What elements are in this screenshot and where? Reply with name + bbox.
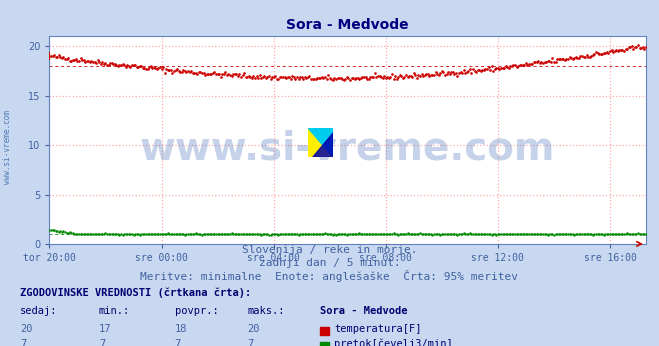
Text: www.si-vreme.com: www.si-vreme.com [3,110,13,184]
Text: ZGODOVINSKE VREDNOSTI (črtkana črta):: ZGODOVINSKE VREDNOSTI (črtkana črta): [20,287,251,298]
Text: pretok[čevelj3/min]: pretok[čevelj3/min] [334,338,453,346]
Text: povpr.:: povpr.: [175,306,218,316]
Text: Slovenija / reke in morje.: Slovenija / reke in morje. [242,245,417,255]
Text: www.si-vreme.com: www.si-vreme.com [140,129,556,167]
Text: 20: 20 [20,324,32,334]
Text: 7: 7 [175,339,181,346]
Text: maks.:: maks.: [247,306,285,316]
Text: min.:: min.: [99,306,130,316]
Polygon shape [308,128,333,157]
Text: 7: 7 [247,339,253,346]
Text: zadnji dan / 5 minut.: zadnji dan / 5 minut. [258,258,401,268]
Text: 18: 18 [175,324,187,334]
Text: 7: 7 [20,339,26,346]
Text: temperatura[F]: temperatura[F] [334,324,422,334]
Text: Meritve: minimalne  Enote: anglešaške  Črta: 95% meritev: Meritve: minimalne Enote: anglešaške Črt… [140,270,519,282]
Title: Sora - Medvode: Sora - Medvode [286,18,409,33]
Polygon shape [312,133,333,157]
Text: 7: 7 [99,339,105,346]
Text: Sora - Medvode: Sora - Medvode [320,306,407,316]
Text: 17: 17 [99,324,111,334]
Text: 20: 20 [247,324,260,334]
Text: sedaj:: sedaj: [20,306,57,316]
